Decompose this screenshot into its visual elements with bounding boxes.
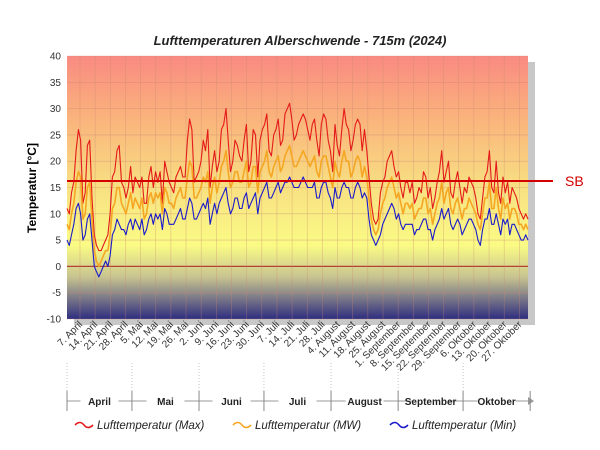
legend-label: Lufttemperatur (MW) (255, 420, 361, 432)
month-label-bg (278, 395, 317, 407)
y-tick-label: 25 (50, 130, 62, 141)
month-label: April (88, 397, 111, 408)
month-label-bg (477, 395, 516, 407)
y-axis-label: Temperatur [°C] (25, 143, 39, 233)
legend-label: Lufttemperatur (Max) (97, 420, 205, 432)
legend-label: Lufttemperatur (Min) (412, 420, 516, 432)
chart-title: Lufttemperaturen Alberschwende - 715m (2… (154, 33, 447, 48)
series-line-min (66, 176, 529, 278)
legend: Lufttemperatur (Max) Lufttemperatur (MW) L… (74, 420, 516, 432)
month-label-bg (80, 395, 119, 407)
y-tick-label: 10 (50, 209, 62, 220)
month-label: Oktober (477, 397, 515, 408)
month-label-bg (146, 395, 185, 407)
legend-swatch (389, 421, 409, 429)
y-tick-label: 5 (55, 236, 61, 247)
y-tick-label: -5 (52, 288, 61, 299)
month-label-bg (411, 395, 450, 407)
y-tick-label: 15 (50, 183, 62, 194)
y-tick-label: -10 (47, 315, 62, 326)
y-tick-label: 35 (50, 78, 62, 89)
y-tick-label: 30 (50, 104, 62, 115)
month-axis: April Mai Juni Juli August September Oktober (66, 363, 534, 411)
month-label-bg (345, 395, 384, 407)
y-tick-label: 40 (50, 52, 62, 63)
month-label: Mai (157, 397, 174, 408)
legend-swatch (74, 421, 94, 429)
legend-swatch (232, 421, 252, 429)
series-lines (66, 102, 529, 278)
y-tick-label: 20 (50, 157, 62, 168)
month-label-bg (212, 395, 251, 407)
reference-line-label: SB (565, 173, 584, 189)
month-label: Juni (221, 397, 242, 408)
y-tick-label: 0 (55, 262, 61, 273)
month-axis-arrow (528, 397, 534, 405)
y-axis-ticks: 40 35 30 25 20 15 10 5 0 -5 -10 (47, 52, 62, 326)
month-label: Juli (289, 397, 306, 408)
month-label: September (405, 397, 457, 408)
series-line-max (66, 102, 529, 252)
series-line-mw (66, 144, 529, 268)
month-label: August (347, 397, 382, 408)
